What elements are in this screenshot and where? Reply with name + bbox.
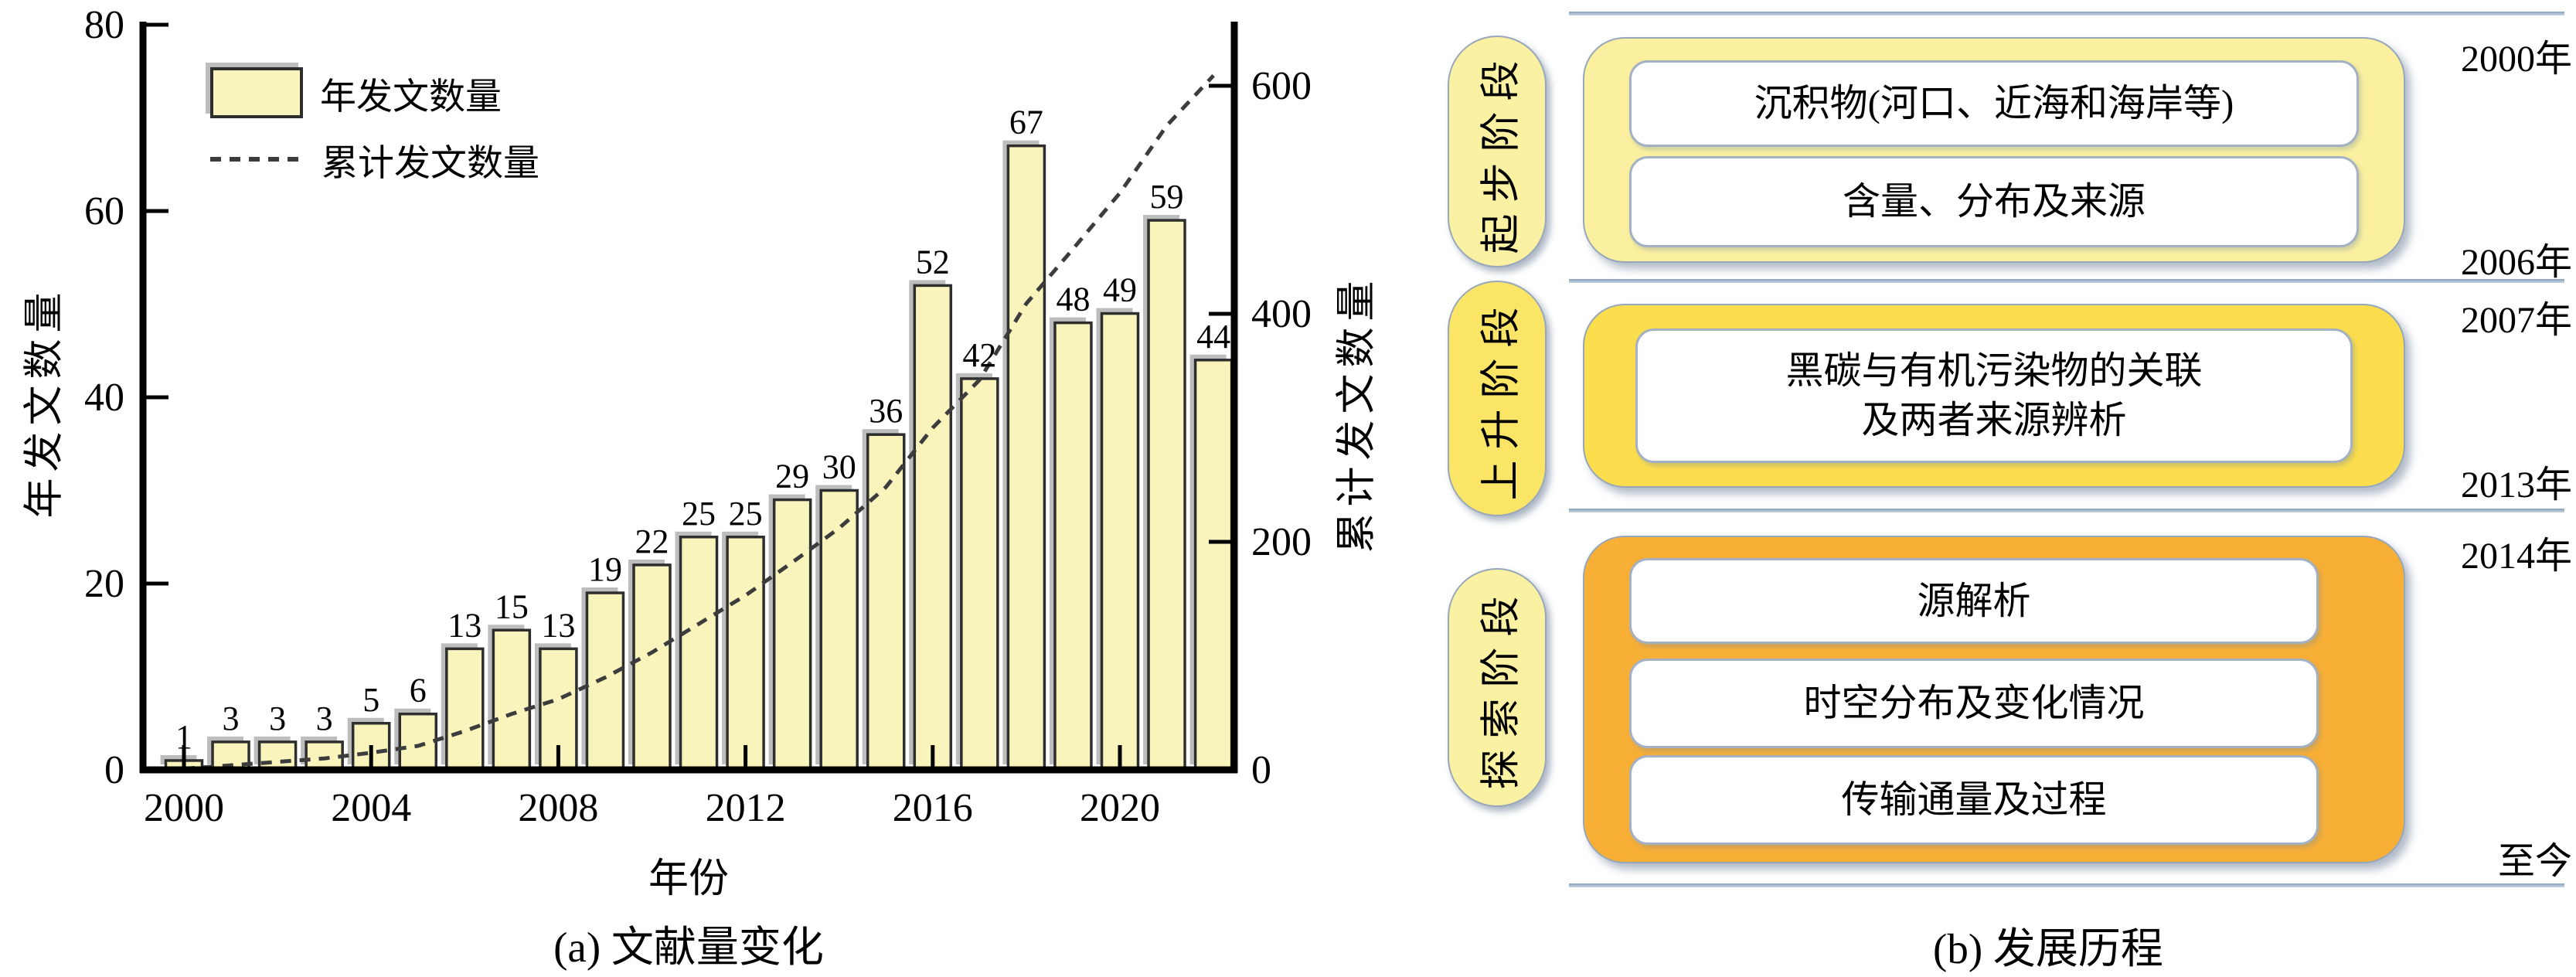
stage3-topic-distribution: 时空分布及变化情况 [1629, 659, 2319, 748]
bar-2021 [1147, 219, 1186, 771]
svg-text:40: 40 [84, 376, 124, 420]
svg-text:2000: 2000 [144, 786, 224, 830]
timeline-year-2013: 2013年 [2460, 465, 2572, 506]
svg-text:20: 20 [84, 562, 124, 606]
svg-text:48: 48 [1056, 281, 1090, 318]
caption-panel-a: (a) 文献量变化 [553, 924, 824, 971]
bar-2014 [819, 488, 859, 771]
svg-text:80: 80 [84, 3, 124, 47]
timeline-divider-bottom [1569, 883, 2564, 887]
bar-2020 [1100, 311, 1140, 771]
svg-text:59: 59 [1150, 178, 1184, 216]
svg-text:400: 400 [1251, 292, 1312, 336]
stage3-topic-source: 源解析 [1629, 558, 2319, 644]
bar-2017 [960, 377, 999, 771]
legend-item-bars: 年发文数量 [210, 67, 539, 118]
svg-text:5: 5 [362, 681, 379, 719]
stage-tag-tansuo: 探索阶段 [1448, 568, 1547, 807]
bar-2019 [1053, 321, 1093, 771]
legend-line-label: 累计发文数量 [322, 143, 539, 184]
caption-panel-b: (b) 发展历程 [1933, 925, 2163, 972]
svg-text:19: 19 [588, 550, 622, 588]
bar-2010 [632, 563, 672, 771]
cumulative-line [183, 74, 1215, 771]
svg-text:0: 0 [1251, 748, 1271, 792]
timeline-divider-2013-2014 [1569, 509, 2564, 512]
svg-text:200: 200 [1251, 520, 1312, 564]
dashed-line-icon [210, 157, 305, 162]
svg-text:25: 25 [729, 495, 763, 533]
y-axis-label-left: 年发文数量 [22, 285, 67, 519]
stage2-topic-blackcarbon: 黑碳与有机污染物的关联 及两者来源辨析 [1635, 329, 2353, 463]
stage1-topic-content: 含量、分布及来源 [1629, 156, 2359, 247]
svg-text:6: 6 [410, 672, 427, 710]
timeline-divider-2006-2007 [1569, 279, 2564, 283]
svg-text:2016: 2016 [893, 786, 973, 830]
svg-text:67: 67 [1009, 104, 1043, 141]
svg-text:13: 13 [447, 606, 482, 644]
timeline-year-2007: 2007年 [2460, 300, 2572, 341]
bar-2009 [585, 591, 625, 771]
svg-text:42: 42 [962, 336, 996, 374]
svg-text:3: 3 [269, 700, 286, 737]
stage-box-1: 沉积物(河口、近海和海岸等) 含量、分布及来源 [1583, 37, 2405, 263]
svg-text:60: 60 [84, 189, 124, 233]
bar-2007 [492, 628, 532, 771]
timeline-year-2000: 2000年 [2460, 39, 2572, 80]
svg-text:52: 52 [916, 243, 950, 281]
svg-text:25: 25 [682, 495, 716, 533]
svg-text:29: 29 [775, 458, 809, 495]
svg-text:15: 15 [495, 587, 529, 625]
timeline-divider-top [1569, 12, 2564, 15]
legend-item-line: 累计发文数量 [210, 134, 539, 184]
svg-text:2012: 2012 [706, 786, 786, 830]
legend: 年发文数量 累计发文数量 [210, 67, 539, 201]
bar-2016 [913, 284, 953, 771]
svg-text:44: 44 [1196, 318, 1230, 356]
bar-2022 [1193, 359, 1234, 771]
bar-2002 [257, 740, 298, 771]
svg-text:49: 49 [1103, 271, 1137, 309]
svg-text:0: 0 [104, 748, 124, 792]
bar-2012 [726, 536, 765, 771]
svg-text:2008: 2008 [518, 786, 598, 830]
bar-swatch-icon [210, 67, 303, 118]
bar-2003 [305, 740, 344, 771]
svg-text:2004: 2004 [331, 786, 411, 830]
stage-box-2: 黑碳与有机污染物的关联 及两者来源辨析 [1583, 304, 2405, 488]
x-axis-label: 年份 [648, 857, 729, 901]
svg-text:13: 13 [541, 606, 575, 644]
timeline-year-2014: 2014年 [2460, 536, 2572, 577]
stage-tag-qibu: 起步阶段 [1448, 36, 1547, 267]
timeline-year-2006: 2006年 [2460, 242, 2572, 283]
svg-text:22: 22 [635, 523, 669, 560]
bar-2015 [866, 433, 906, 771]
svg-text:3: 3 [223, 700, 240, 737]
svg-text:600: 600 [1251, 64, 1312, 108]
bar-2005 [398, 712, 437, 771]
bar-2011 [679, 536, 719, 771]
svg-text:30: 30 [822, 448, 856, 486]
stage3-topic-flux: 传输通量及过程 [1629, 755, 2319, 845]
svg-text:1: 1 [175, 718, 192, 756]
stage-box-3: 源解析 时空分布及变化情况 传输通量及过程 [1583, 536, 2405, 863]
svg-text:2020: 2020 [1080, 786, 1160, 830]
bar-2006 [445, 647, 485, 771]
y-axis-label-right: 累计发文数量 [1335, 274, 1380, 553]
stage-tag-shangsheng: 上升阶段 [1448, 281, 1547, 516]
legend-bar-label: 年发文数量 [320, 77, 502, 117]
bar-2013 [772, 498, 812, 771]
stage1-topic-sediment: 沉积物(河口、近海和海岸等) [1629, 60, 2359, 147]
svg-text:36: 36 [869, 392, 903, 430]
bar-2018 [1006, 144, 1046, 771]
timeline-year-now: 至今 [2497, 841, 2572, 882]
svg-text:3: 3 [316, 700, 333, 737]
